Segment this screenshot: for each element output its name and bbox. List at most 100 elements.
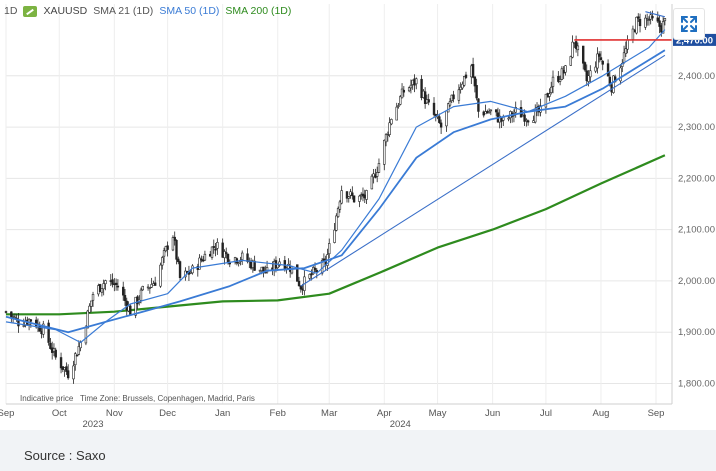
- price-chart: 1,800.00 1,900.00 2,000.00 2,100.00 2,200.00…: [0, 4, 716, 430]
- candle: [59, 352, 63, 374]
- candle-body: [638, 18, 642, 27]
- candle: [91, 291, 95, 307]
- candle: [65, 362, 68, 375]
- candle-body: [340, 190, 343, 204]
- candle: [597, 51, 601, 63]
- candle: [415, 77, 418, 90]
- candle: [162, 247, 166, 263]
- candle-body: [347, 196, 350, 199]
- candle: [409, 79, 413, 94]
- candle: [564, 65, 567, 76]
- candle-body: [171, 237, 175, 251]
- candle: [519, 100, 523, 118]
- symbol-label[interactable]: XAUUSD: [43, 5, 88, 17]
- candle: [663, 18, 667, 26]
- candle: [526, 119, 530, 126]
- candle-body: [91, 294, 95, 301]
- candle: [438, 113, 441, 124]
- candle: [583, 61, 587, 72]
- candle-body: [656, 17, 659, 22]
- candle: [606, 59, 610, 77]
- candle-body: [221, 242, 224, 258]
- candle-body: [400, 88, 404, 99]
- candle-body: [448, 101, 452, 106]
- candle-body: [494, 109, 498, 113]
- candle-body: [77, 346, 81, 355]
- candle-body: [225, 252, 228, 254]
- candle-body: [22, 325, 25, 327]
- candle: [589, 65, 592, 83]
- candle-body: [597, 53, 601, 57]
- candle: [225, 247, 228, 259]
- candle-body: [104, 280, 107, 285]
- candle: [111, 273, 114, 288]
- candle-body: [558, 79, 562, 82]
- candle: [75, 354, 79, 357]
- candle-body: [352, 195, 356, 203]
- candle-body: [310, 273, 313, 276]
- candle-body: [427, 99, 430, 103]
- candle-body: [624, 48, 628, 54]
- candle: [153, 276, 157, 286]
- timeframe-label[interactable]: 1D: [4, 5, 18, 17]
- candle: [351, 186, 354, 200]
- candle: [637, 13, 640, 22]
- candle-body: [551, 76, 555, 87]
- candle-body: [525, 119, 528, 122]
- candle-body: [42, 323, 45, 335]
- candle-body: [594, 66, 597, 72]
- candle-body: [612, 75, 615, 93]
- candle-body: [10, 311, 13, 318]
- sma50-line: [5, 49, 666, 334]
- candle-body: [161, 257, 164, 266]
- candle: [448, 98, 452, 108]
- candle-body: [409, 84, 413, 89]
- candle: [427, 93, 430, 106]
- candle-body: [88, 305, 91, 313]
- candle: [601, 59, 604, 71]
- candle-body: [175, 239, 178, 260]
- candle: [171, 235, 175, 252]
- candle: [123, 289, 127, 306]
- candle: [439, 119, 443, 134]
- candle-body: [459, 86, 462, 90]
- candle-body: [216, 242, 219, 249]
- candle-body: [461, 83, 464, 89]
- candle: [365, 189, 368, 205]
- candle: [47, 319, 50, 346]
- sma50-legend[interactable]: SMA 50 (1D): [159, 5, 220, 17]
- sma200-legend[interactable]: SMA 200 (1D): [225, 5, 292, 17]
- candle: [212, 239, 215, 254]
- candle: [539, 98, 542, 117]
- candle: [445, 110, 448, 132]
- candle-body: [619, 67, 622, 82]
- candle: [88, 303, 91, 314]
- expand-button[interactable]: [673, 8, 705, 40]
- candle: [402, 86, 406, 97]
- candle: [345, 190, 349, 203]
- sma21-legend[interactable]: SMA 21 (1D): [93, 5, 154, 17]
- candle: [335, 213, 338, 232]
- candle: [447, 102, 450, 113]
- candle: [328, 238, 331, 259]
- candle-body: [635, 16, 638, 34]
- candle-body: [313, 267, 317, 270]
- candle: [237, 261, 240, 267]
- candle: [635, 16, 638, 35]
- candle: [336, 206, 340, 218]
- candle-body: [647, 19, 651, 21]
- candle: [574, 35, 578, 53]
- candle: [619, 64, 622, 85]
- candle-body: [463, 76, 466, 86]
- candle: [434, 113, 437, 122]
- x-tick-label: Aug: [593, 408, 610, 419]
- candle: [210, 246, 214, 260]
- candle-body: [390, 119, 393, 125]
- candle-body: [489, 109, 493, 112]
- candle-body: [297, 280, 301, 287]
- candle: [290, 265, 294, 275]
- candle-body: [589, 70, 592, 78]
- candle-body: [296, 264, 299, 282]
- candle-body: [457, 89, 461, 101]
- candle-body: [173, 236, 176, 241]
